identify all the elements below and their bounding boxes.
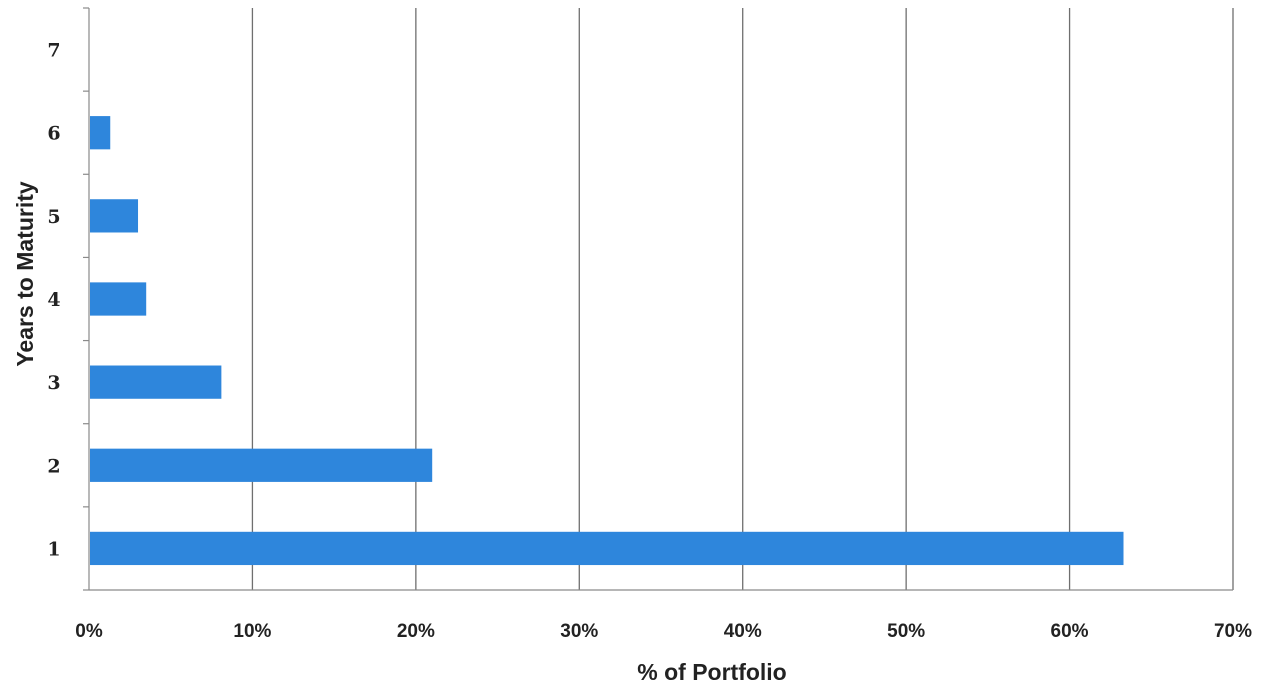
bar-year-3 <box>90 365 222 399</box>
axes <box>88 8 1233 591</box>
bar-year-6 <box>90 116 111 150</box>
y-axis-title: Years to Maturity <box>12 181 38 367</box>
y-tick-label: 1 <box>47 538 60 560</box>
y-tick-label: 3 <box>47 372 60 394</box>
y-tick-labels: 1 2 3 4 5 6 7 <box>47 7 89 591</box>
x-tick-label: 50% <box>887 621 925 642</box>
x-tick-label: 0% <box>75 621 103 642</box>
y-tick-label: 5 <box>47 206 60 228</box>
x-tick-label: 40% <box>724 621 762 642</box>
x-tick-label: 20% <box>397 621 435 642</box>
gridlines <box>251 8 1234 590</box>
x-tick-label: 70% <box>1214 621 1252 642</box>
bar-year-5 <box>90 199 139 233</box>
y-tick-label: 4 <box>47 289 60 311</box>
bar-year-4 <box>90 282 147 316</box>
y-tick-label: 6 <box>47 123 60 145</box>
bars <box>90 116 1124 566</box>
bar-year-2 <box>90 448 433 482</box>
x-tick-labels: 0% 10% 20% 30% 40% 50% 60% 70% <box>75 621 1252 642</box>
x-tick-label: 10% <box>233 621 271 642</box>
x-tick-label: 30% <box>560 621 598 642</box>
bar-year-1 <box>90 531 1124 566</box>
y-tick-label: 2 <box>47 455 60 477</box>
x-axis-title: % of Portfolio <box>637 659 786 685</box>
y-tick-label: 7 <box>47 40 60 62</box>
x-tick-label: 60% <box>1051 621 1089 642</box>
